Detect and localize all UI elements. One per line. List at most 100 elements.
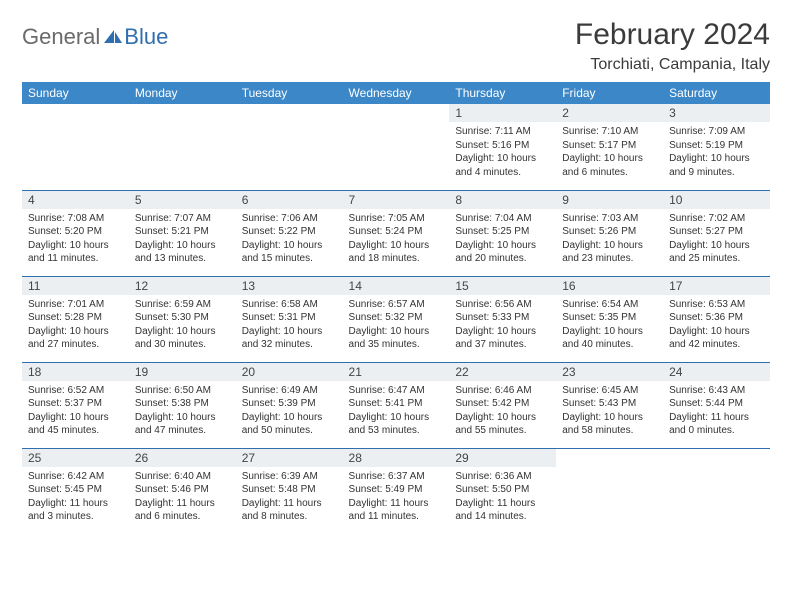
calendar-day-cell: 4Sunrise: 7:08 AMSunset: 5:20 PMDaylight… [22, 190, 129, 276]
day-detail-line: Sunset: 5:43 PM [562, 397, 657, 411]
day-detail-line: Daylight: 11 hours [242, 497, 337, 511]
calendar-day-cell: 3Sunrise: 7:09 AMSunset: 5:19 PMDaylight… [663, 104, 770, 190]
day-detail-line: Sunrise: 6:40 AM [135, 470, 230, 484]
day-detail-line: Sunset: 5:28 PM [28, 311, 123, 325]
day-detail-line: Sunrise: 6:47 AM [349, 384, 444, 398]
day-detail-line: Daylight: 10 hours [135, 325, 230, 339]
day-detail-line: and 50 minutes. [242, 424, 337, 438]
day-detail-line: and 3 minutes. [28, 510, 123, 524]
calendar-week-row: 4Sunrise: 7:08 AMSunset: 5:20 PMDaylight… [22, 190, 770, 276]
day-detail-line: Sunrise: 6:43 AM [669, 384, 764, 398]
day-detail-line: Sunrise: 7:03 AM [562, 212, 657, 226]
day-detail-line: Daylight: 10 hours [562, 239, 657, 253]
day-detail-line: and 30 minutes. [135, 338, 230, 352]
day-detail-line: and 45 minutes. [28, 424, 123, 438]
day-number: 17 [663, 277, 770, 295]
calendar-day-cell: 8Sunrise: 7:04 AMSunset: 5:25 PMDaylight… [449, 190, 556, 276]
day-details: Sunrise: 6:49 AMSunset: 5:39 PMDaylight:… [236, 381, 343, 442]
day-detail-line: Sunrise: 6:52 AM [28, 384, 123, 398]
day-number: 27 [236, 449, 343, 467]
day-detail-line: Sunset: 5:17 PM [562, 139, 657, 153]
day-details: Sunrise: 6:42 AMSunset: 5:45 PMDaylight:… [22, 467, 129, 528]
day-detail-line: Sunset: 5:38 PM [135, 397, 230, 411]
day-detail-line: Sunset: 5:50 PM [455, 483, 550, 497]
day-detail-line: Sunset: 5:20 PM [28, 225, 123, 239]
day-detail-line: Sunrise: 7:08 AM [28, 212, 123, 226]
day-detail-line: and 11 minutes. [349, 510, 444, 524]
day-detail-line: Sunset: 5:32 PM [349, 311, 444, 325]
calendar-day-cell: 28Sunrise: 6:37 AMSunset: 5:49 PMDayligh… [343, 448, 450, 534]
day-number: 12 [129, 277, 236, 295]
day-detail-line: Sunset: 5:27 PM [669, 225, 764, 239]
day-detail-line: Sunset: 5:37 PM [28, 397, 123, 411]
day-detail-line: and 6 minutes. [135, 510, 230, 524]
day-details: Sunrise: 7:01 AMSunset: 5:28 PMDaylight:… [22, 295, 129, 356]
calendar-day-cell: 22Sunrise: 6:46 AMSunset: 5:42 PMDayligh… [449, 362, 556, 448]
calendar-week-row: 11Sunrise: 7:01 AMSunset: 5:28 PMDayligh… [22, 276, 770, 362]
day-detail-line: Sunset: 5:33 PM [455, 311, 550, 325]
day-detail-line: Sunset: 5:39 PM [242, 397, 337, 411]
day-detail-line: and 42 minutes. [669, 338, 764, 352]
day-detail-line: Daylight: 10 hours [135, 239, 230, 253]
calendar-day-cell: 15Sunrise: 6:56 AMSunset: 5:33 PMDayligh… [449, 276, 556, 362]
calendar-day-cell: . [343, 104, 450, 190]
day-detail-line: Daylight: 10 hours [349, 411, 444, 425]
day-detail-line: and 47 minutes. [135, 424, 230, 438]
day-number: 2 [556, 104, 663, 122]
calendar-day-cell: 17Sunrise: 6:53 AMSunset: 5:36 PMDayligh… [663, 276, 770, 362]
day-number: 19 [129, 363, 236, 381]
day-detail-line: and 20 minutes. [455, 252, 550, 266]
day-detail-line: and 13 minutes. [135, 252, 230, 266]
calendar-day-cell: 1Sunrise: 7:11 AMSunset: 5:16 PMDaylight… [449, 104, 556, 190]
weekday-header: Monday [129, 82, 236, 104]
day-number: 20 [236, 363, 343, 381]
day-detail-line: Sunrise: 6:42 AM [28, 470, 123, 484]
day-detail-line: Daylight: 10 hours [28, 325, 123, 339]
day-detail-line: Sunset: 5:16 PM [455, 139, 550, 153]
day-detail-line: Sunset: 5:21 PM [135, 225, 230, 239]
calendar-day-cell: 20Sunrise: 6:49 AMSunset: 5:39 PMDayligh… [236, 362, 343, 448]
day-details: Sunrise: 6:56 AMSunset: 5:33 PMDaylight:… [449, 295, 556, 356]
day-detail-line: and 11 minutes. [28, 252, 123, 266]
day-detail-line: Daylight: 10 hours [669, 325, 764, 339]
day-detail-line: Sunrise: 6:50 AM [135, 384, 230, 398]
day-number: 7 [343, 191, 450, 209]
day-detail-line: Daylight: 10 hours [455, 152, 550, 166]
day-number: 10 [663, 191, 770, 209]
day-detail-line: Daylight: 10 hours [135, 411, 230, 425]
day-detail-line: Daylight: 10 hours [455, 325, 550, 339]
day-details: Sunrise: 6:54 AMSunset: 5:35 PMDaylight:… [556, 295, 663, 356]
logo-text-blue: Blue [124, 24, 168, 50]
calendar-day-cell: 21Sunrise: 6:47 AMSunset: 5:41 PMDayligh… [343, 362, 450, 448]
day-detail-line: Sunrise: 6:36 AM [455, 470, 550, 484]
day-detail-line: Sunrise: 7:10 AM [562, 125, 657, 139]
day-detail-line: Daylight: 10 hours [562, 325, 657, 339]
calendar-day-cell: 9Sunrise: 7:03 AMSunset: 5:26 PMDaylight… [556, 190, 663, 276]
day-detail-line: Daylight: 10 hours [669, 152, 764, 166]
day-details: Sunrise: 7:10 AMSunset: 5:17 PMDaylight:… [556, 122, 663, 183]
day-details: Sunrise: 7:07 AMSunset: 5:21 PMDaylight:… [129, 209, 236, 270]
day-detail-line: Daylight: 11 hours [135, 497, 230, 511]
day-number: 9 [556, 191, 663, 209]
day-detail-line: and 40 minutes. [562, 338, 657, 352]
day-detail-line: Sunrise: 6:45 AM [562, 384, 657, 398]
day-detail-line: and 15 minutes. [242, 252, 337, 266]
day-detail-line: and 18 minutes. [349, 252, 444, 266]
day-detail-line: Sunset: 5:48 PM [242, 483, 337, 497]
day-detail-line: Sunrise: 7:04 AM [455, 212, 550, 226]
day-detail-line: Sunrise: 7:02 AM [669, 212, 764, 226]
day-detail-line: Sunrise: 6:49 AM [242, 384, 337, 398]
day-detail-line: and 53 minutes. [349, 424, 444, 438]
calendar-week-row: ....1Sunrise: 7:11 AMSunset: 5:16 PMDayl… [22, 104, 770, 190]
day-details: Sunrise: 7:08 AMSunset: 5:20 PMDaylight:… [22, 209, 129, 270]
day-detail-line: Daylight: 10 hours [242, 325, 337, 339]
calendar-day-cell: 18Sunrise: 6:52 AMSunset: 5:37 PMDayligh… [22, 362, 129, 448]
day-number: 3 [663, 104, 770, 122]
day-detail-line: and 23 minutes. [562, 252, 657, 266]
day-detail-line: Sunrise: 7:11 AM [455, 125, 550, 139]
day-detail-line: Sunset: 5:45 PM [28, 483, 123, 497]
day-detail-line: Sunrise: 6:57 AM [349, 298, 444, 312]
day-detail-line: Sunrise: 6:39 AM [242, 470, 337, 484]
logo: General Blue [22, 24, 168, 50]
calendar-day-cell: 2Sunrise: 7:10 AMSunset: 5:17 PMDaylight… [556, 104, 663, 190]
